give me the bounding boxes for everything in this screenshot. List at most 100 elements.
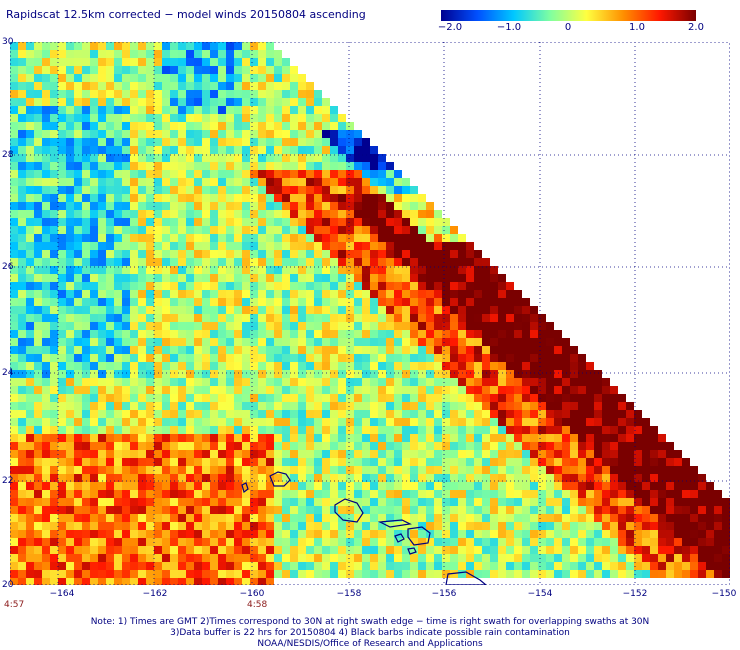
data-cell <box>26 66 34 74</box>
data-cell <box>178 290 186 298</box>
data-cell <box>98 218 106 226</box>
data-cell <box>50 130 58 138</box>
data-cell <box>378 490 386 498</box>
data-cell <box>474 410 482 418</box>
data-cell <box>226 178 234 186</box>
data-cell <box>266 362 274 370</box>
data-cell <box>186 274 194 282</box>
data-cell <box>154 82 162 90</box>
data-cell <box>386 314 394 322</box>
data-cell <box>218 554 226 562</box>
data-cell <box>450 282 458 290</box>
data-cell <box>466 426 474 434</box>
data-cell <box>554 450 562 458</box>
data-cell <box>594 394 602 402</box>
data-cell <box>266 50 274 58</box>
data-cell <box>442 394 450 402</box>
data-cell <box>258 442 266 450</box>
data-cell <box>66 394 74 402</box>
data-cell <box>210 458 218 466</box>
data-cell <box>74 114 82 122</box>
data-cell <box>578 474 586 482</box>
data-cell <box>634 466 642 474</box>
data-cell <box>194 98 202 106</box>
data-cell <box>250 386 258 394</box>
data-cell <box>354 242 362 250</box>
data-cell <box>450 250 458 258</box>
data-cell <box>210 226 218 234</box>
data-cell <box>98 402 106 410</box>
data-cell <box>114 578 122 585</box>
data-cell <box>338 362 346 370</box>
data-cell <box>474 562 482 570</box>
data-cell <box>66 210 74 218</box>
data-cell <box>210 410 218 418</box>
data-cell <box>642 530 650 538</box>
data-cell <box>186 42 194 50</box>
data-cell <box>162 394 170 402</box>
data-cell <box>290 290 298 298</box>
data-cell <box>82 322 90 330</box>
data-cell <box>74 250 82 258</box>
data-cell <box>682 466 690 474</box>
data-cell <box>114 338 122 346</box>
data-cell <box>258 274 266 282</box>
data-cell <box>362 442 370 450</box>
data-cell <box>42 410 50 418</box>
data-cell <box>138 346 146 354</box>
data-cell <box>82 122 90 130</box>
data-cell <box>658 458 666 466</box>
data-cell <box>674 458 682 466</box>
data-cell <box>82 314 90 322</box>
data-cell <box>370 354 378 362</box>
data-cell <box>154 218 162 226</box>
data-cell <box>90 162 98 170</box>
data-cell <box>466 554 474 562</box>
data-cell <box>522 322 530 330</box>
data-cell <box>562 450 570 458</box>
data-cell <box>106 290 114 298</box>
data-cell <box>490 450 498 458</box>
data-cell <box>498 514 506 522</box>
data-cell <box>202 418 210 426</box>
data-cell <box>466 530 474 538</box>
data-cell <box>474 474 482 482</box>
data-cell <box>82 330 90 338</box>
data-cell <box>458 498 466 506</box>
data-cell <box>58 202 66 210</box>
data-cell <box>50 386 58 394</box>
data-cell <box>402 402 410 410</box>
data-cell <box>98 474 106 482</box>
data-cell <box>522 386 530 394</box>
data-cell <box>194 74 202 82</box>
data-cell <box>354 186 362 194</box>
data-cell <box>90 458 98 466</box>
data-cell <box>146 258 154 266</box>
data-cell <box>274 290 282 298</box>
data-cell <box>274 434 282 442</box>
data-cell <box>442 562 450 570</box>
data-cell <box>474 506 482 514</box>
data-cell <box>98 330 106 338</box>
data-cell <box>346 242 354 250</box>
data-cell <box>90 490 98 498</box>
data-cell <box>338 274 346 282</box>
data-cell <box>90 378 98 386</box>
data-cell <box>42 74 50 82</box>
data-cell <box>418 474 426 482</box>
data-cell <box>146 122 154 130</box>
data-cell <box>50 378 58 386</box>
data-cell <box>66 162 74 170</box>
data-cell <box>178 194 186 202</box>
data-cell <box>202 178 210 186</box>
data-cell <box>530 450 538 458</box>
data-cell <box>346 466 354 474</box>
data-cell <box>386 434 394 442</box>
data-cell <box>10 74 18 82</box>
data-cell <box>274 370 282 378</box>
data-cell <box>602 546 610 554</box>
data-cell <box>34 386 42 394</box>
data-cell <box>314 114 322 122</box>
data-cell <box>74 106 82 114</box>
data-cell <box>226 506 234 514</box>
